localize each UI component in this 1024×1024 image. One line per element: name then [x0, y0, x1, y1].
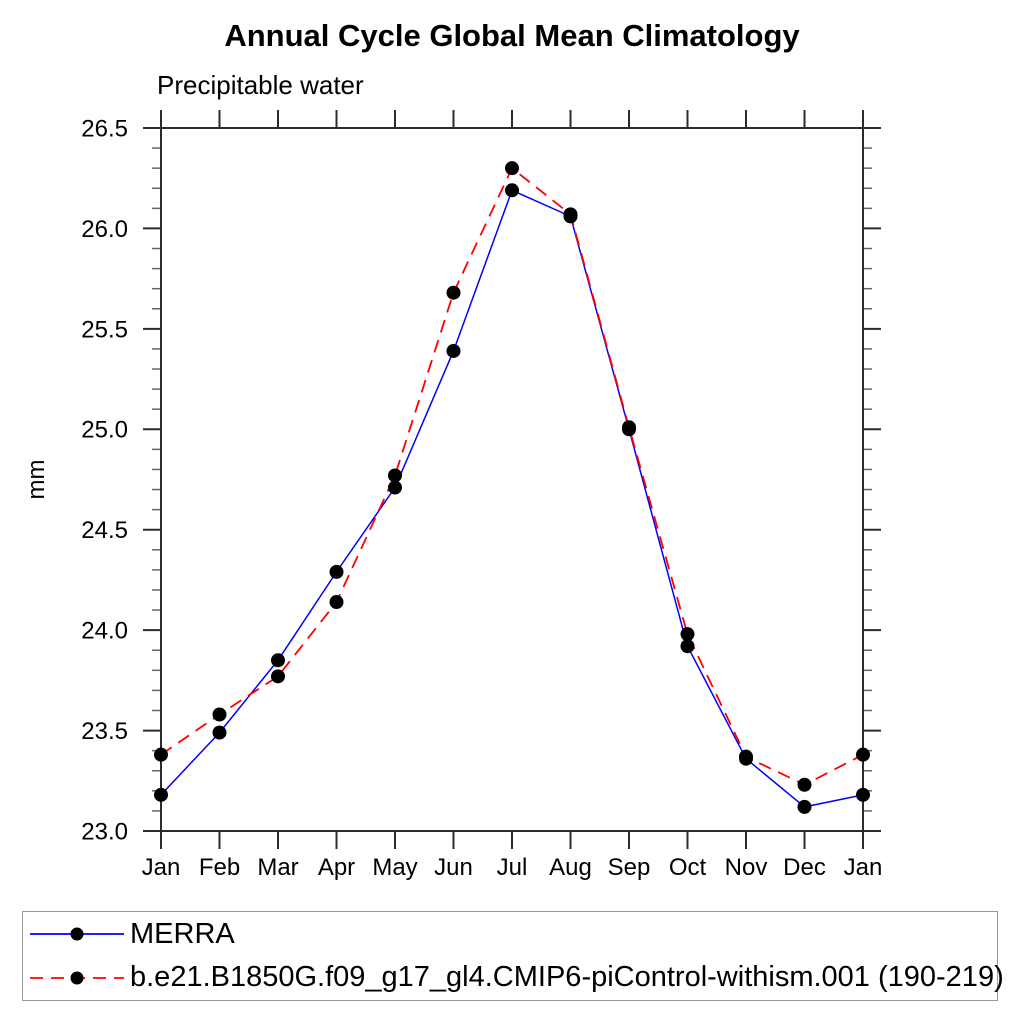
legend-item-model: b.e21.B1850G.f09_g17_gl4.CMIP6-piControl…	[28, 957, 1004, 999]
plot-area: 23.0 23.5 24.0 24.5 25.0 25.5 26.0 26.5 Jan Feb Ma…	[23, 110, 882, 881]
data-point	[388, 468, 402, 483]
data-point	[329, 595, 344, 610]
legend-label-model: b.e21.B1850G.f09_g17_gl4.CMIP6-piControl…	[130, 961, 1004, 994]
x-tick-label: Nov	[725, 854, 768, 881]
data-point	[212, 725, 227, 740]
y-axis-title: mm	[23, 460, 50, 500]
x-tick-label: Mar	[257, 854, 298, 881]
x-tick-label: Jan	[844, 854, 883, 881]
legend-line-sample-solid	[30, 927, 124, 941]
x-tick-label: Oct	[669, 854, 707, 881]
data-point	[271, 669, 285, 684]
chart-subtitle: Precipitable water	[157, 70, 364, 100]
data-point	[563, 207, 578, 222]
legend-line-sample-dashed	[30, 971, 124, 985]
legend-box: MERRA b.e21.B1850G.f09_g17_gl4.CMIP6-piC…	[22, 911, 1004, 1001]
series-markers-1	[154, 161, 870, 792]
data-point	[154, 787, 168, 802]
data-point	[505, 161, 519, 176]
y-tick-label: 25.0	[81, 417, 128, 444]
axis-major-ticks	[143, 110, 881, 849]
y-tick-label: 26.0	[81, 216, 128, 243]
data-point	[505, 183, 519, 198]
chart-title: Annual Cycle Global Mean Climatology	[224, 18, 800, 53]
legend-label-merra: MERRA	[130, 917, 235, 950]
y-tick-label: 25.5	[81, 316, 128, 343]
series-line-1	[160, 166, 864, 786]
x-tick-label: Jul	[497, 854, 528, 881]
data-point	[856, 787, 870, 802]
data-point	[212, 707, 227, 722]
x-tick-label: Feb	[199, 854, 240, 881]
x-tick-label: May	[372, 854, 417, 881]
data-point	[388, 480, 402, 495]
x-tick-label: Sep	[608, 854, 651, 881]
data-point	[680, 639, 695, 654]
plot-frame	[160, 127, 864, 832]
data-point	[680, 627, 695, 642]
data-point	[446, 343, 461, 358]
data-point	[446, 285, 461, 300]
x-tick-label: Dec	[783, 854, 826, 881]
data-point	[329, 564, 344, 579]
x-tick-label: Jun	[434, 854, 473, 881]
x-tick-label: Aug	[549, 854, 592, 881]
data-point	[797, 777, 812, 792]
series-line-0	[160, 189, 864, 808]
y-axis-minor-ticks	[152, 147, 872, 812]
y-tick-label: 26.5	[81, 115, 128, 142]
series-markers-0	[154, 183, 870, 814]
y-tick-label: 24.0	[81, 618, 128, 645]
x-tick-label: Jan	[142, 854, 181, 881]
data-point	[154, 747, 168, 762]
legend-item-merra: MERRA	[28, 913, 997, 955]
x-tick-label: Apr	[318, 854, 355, 881]
axis-tick-labels: 23.0 23.5 24.0 24.5 25.0 25.5 26.0 26.5 Jan Feb Ma…	[81, 115, 882, 881]
y-tick-label: 24.5	[81, 517, 128, 544]
data-point	[739, 749, 753, 764]
data-point	[622, 420, 636, 435]
data-point	[271, 653, 285, 668]
data-point	[856, 747, 870, 762]
data-point	[797, 799, 812, 814]
y-tick-label: 23.0	[81, 818, 128, 845]
y-tick-label: 23.5	[81, 718, 128, 745]
